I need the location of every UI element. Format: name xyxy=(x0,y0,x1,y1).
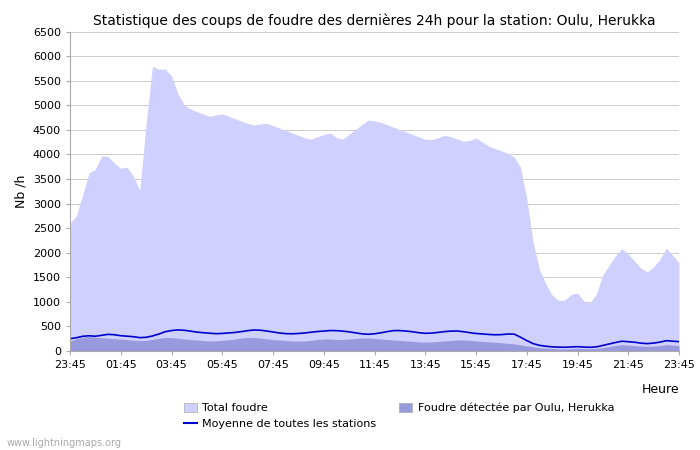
Text: www.lightningmaps.org: www.lightningmaps.org xyxy=(7,438,122,448)
Text: Heure: Heure xyxy=(641,383,679,396)
Title: Statistique des coups de foudre des dernières 24h pour la station: Oulu, Herukka: Statistique des coups de foudre des dern… xyxy=(93,13,656,27)
Y-axis label: Nb /h: Nb /h xyxy=(14,175,27,208)
Legend: Total foudre, Moyenne de toutes les stations, Foudre détectée par Oulu, Herukka: Total foudre, Moyenne de toutes les stat… xyxy=(179,398,619,433)
